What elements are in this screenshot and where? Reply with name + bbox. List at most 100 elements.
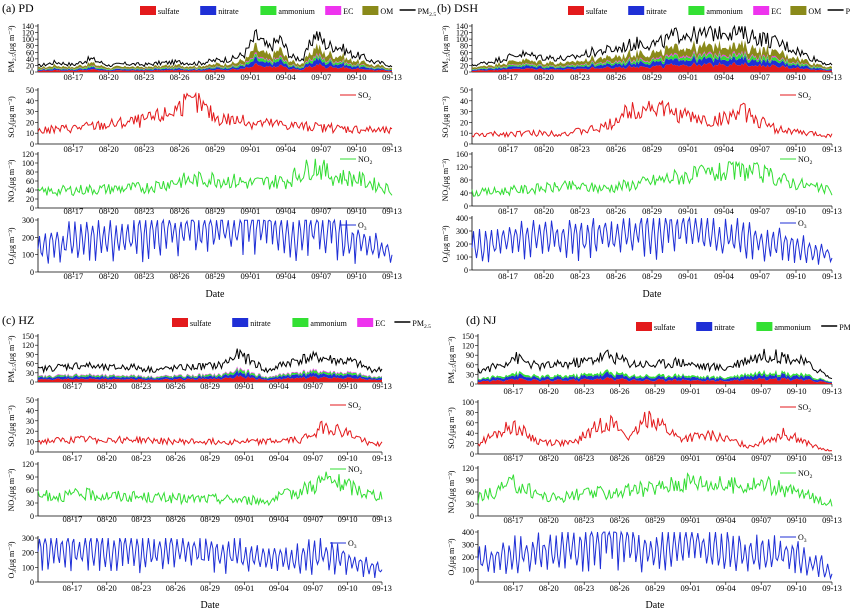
legend-label: sulfate	[586, 7, 608, 16]
y-tick-label: 0	[30, 448, 34, 457]
area-nitrate	[38, 369, 382, 381]
y-tick-label: 150	[22, 332, 34, 341]
legend-swatch	[753, 6, 770, 15]
x-tick-label: 09-04	[276, 72, 297, 82]
x-tick-label: 08-20	[539, 515, 559, 525]
x-tick-label: 08-20	[534, 206, 554, 216]
x-tick-label: 08-23	[131, 583, 151, 593]
x-tick-label: 09-13	[372, 583, 392, 593]
x-tick-label: 08-23	[574, 386, 594, 396]
legend-swatch	[232, 318, 249, 327]
x-tick-label: 08-29	[200, 453, 220, 463]
x-tick-label: 09-13	[372, 381, 392, 391]
y-tick-label: 40	[460, 55, 468, 64]
x-tick-label: 09-07	[750, 144, 770, 154]
x-tick-label: 08-17	[498, 271, 518, 281]
y-tick-label: 0	[470, 578, 474, 587]
legend-swatch	[200, 6, 217, 15]
y-tick-label: 40	[26, 55, 34, 64]
y-tick-label: 10	[460, 129, 468, 138]
series-line-no2	[37, 471, 383, 507]
y-tick-label: 0	[30, 204, 34, 213]
x-tick-label: 08-20	[534, 72, 554, 82]
panel-legend-label: SO2	[798, 403, 811, 414]
x-tick-label: 09-10	[338, 453, 358, 463]
x-tick-label: 08-17	[62, 583, 82, 593]
y-tick-label: 0	[30, 268, 34, 277]
y-tick-label: 40	[466, 429, 474, 438]
legend-swatch	[172, 318, 188, 327]
y-tick-label: 300	[22, 534, 34, 543]
y-tick-label: 100	[22, 563, 34, 572]
y-tick-label: 0	[470, 512, 474, 521]
y-tick-label: 30	[26, 499, 34, 508]
legend-label: ammonium	[774, 323, 811, 332]
legend-swatch	[756, 322, 773, 331]
panel-legend-label: NO2	[348, 465, 363, 476]
y-axis-label: SO2(μg m⁻³)	[441, 96, 452, 138]
legend-swatch	[628, 6, 645, 15]
x-tick-label: 08-29	[642, 206, 662, 216]
x-tick-label: 08-17	[503, 453, 523, 463]
y-tick-label: 60	[26, 177, 34, 186]
y-tick-label: 120	[22, 460, 34, 469]
y-tick-label: 120	[456, 163, 468, 172]
x-tick-label: 08-17	[63, 271, 83, 281]
y-tick-label: 200	[22, 549, 34, 558]
x-tick-label: 09-10	[787, 386, 807, 396]
area-nitrate	[478, 371, 832, 384]
x-tick-label: 08-23	[570, 72, 590, 82]
y-tick-label: 120	[462, 464, 474, 473]
y-tick-label: 120	[22, 341, 34, 350]
x-tick-label: 09-04	[269, 453, 290, 463]
y-tick-label: 60	[26, 486, 34, 495]
x-tick-label: 08-17	[63, 144, 83, 154]
y-tick-label: 20	[460, 118, 468, 127]
x-tick-label: 09-13	[822, 386, 842, 396]
x-tick-label: 09-04	[276, 206, 297, 216]
series-line-o3	[37, 537, 383, 579]
y-axis-label: NO2(μg m⁻³)	[441, 158, 452, 201]
x-tick-label: 09-10	[338, 583, 358, 593]
x-tick-label: 08-20	[97, 514, 117, 524]
x-axis-label: Date	[201, 600, 220, 611]
panel-no2: 0 30 60 90 120 NO2(μg m⁻³) 08-17 08-20 08-23 08-2…	[7, 460, 392, 524]
area-ammonium	[38, 367, 382, 379]
area-ammonium	[478, 369, 832, 383]
x-tick-label: 09-10	[787, 515, 807, 525]
x-tick-label: 08-29	[645, 515, 665, 525]
chart-title: (d) NJ	[466, 313, 497, 327]
y-tick-label: 0	[464, 202, 468, 211]
x-tick-label: 08-17	[503, 515, 523, 525]
y-tick-label: 60	[466, 419, 474, 428]
area-ammonium	[472, 52, 832, 70]
y-tick-label: 90	[26, 350, 34, 359]
x-tick-label: 08-20	[99, 271, 119, 281]
x-tick-label: 09-04	[714, 271, 735, 281]
x-tick-label: 09-07	[751, 453, 771, 463]
x-tick-label: 09-01	[240, 206, 260, 216]
x-tick-label: 08-17	[503, 386, 523, 396]
x-tick-label: 08-17	[62, 381, 82, 391]
y-tick-label: 60	[466, 488, 474, 497]
series-line-pm25	[37, 28, 393, 68]
x-axis-label: Date	[646, 600, 665, 611]
x-tick-label: 08-26	[170, 271, 190, 281]
x-tick-label: 08-23	[131, 514, 151, 524]
y-tick-label: 0	[30, 140, 34, 149]
x-tick-label: 08-17	[498, 206, 518, 216]
x-tick-label: 09-04	[714, 144, 735, 154]
x-tick-label: 08-29	[645, 453, 665, 463]
y-tick-label: 50	[26, 396, 34, 405]
x-tick-label: 08-17	[63, 72, 83, 82]
series-line-so2	[37, 420, 383, 448]
legend-label: PM2.5	[846, 7, 850, 18]
x-tick-label: 09-07	[303, 381, 323, 391]
x-tick-label: 09-13	[382, 271, 402, 281]
y-axis-label: PM2.5(μg m⁻³)	[7, 25, 18, 72]
x-tick-label: 09-04	[714, 206, 735, 216]
x-tick-label: 09-04	[269, 514, 290, 524]
y-tick-label: 120	[456, 29, 468, 38]
x-tick-label: 09-04	[716, 386, 737, 396]
